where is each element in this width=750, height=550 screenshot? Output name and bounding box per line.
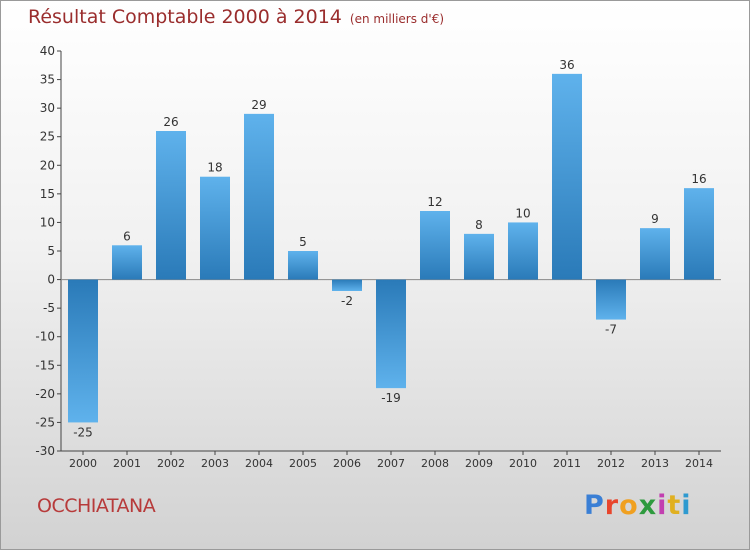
- logo-letter: o: [619, 490, 639, 521]
- logo-letter: i: [681, 490, 692, 521]
- logo-letter: i: [657, 490, 668, 521]
- x-tick-label: 2004: [245, 457, 273, 470]
- data-label-2013: 9: [651, 212, 659, 226]
- y-tick-label: -20: [35, 387, 55, 401]
- data-label-2012: -7: [605, 323, 617, 337]
- x-tick-label: 2005: [289, 457, 317, 470]
- data-label-2002: 26: [163, 115, 178, 129]
- chart-title: Résultat Comptable 2000 à 2014 (en millie…: [28, 6, 444, 28]
- data-labels-group: -25 6 26 18 29 5 -2 -19 12 8 10 36 -7 9 16: [73, 58, 706, 440]
- bar-2009[interactable]: [464, 233, 494, 280]
- x-tick-label: 2011: [553, 457, 581, 470]
- bar-2014[interactable]: [684, 188, 714, 280]
- data-label-2009: 8: [475, 218, 483, 232]
- data-label-2000: -25: [73, 425, 93, 439]
- x-tick-label: 2008: [421, 457, 449, 470]
- data-label-2001: 6: [123, 229, 131, 243]
- y-tick-label: -5: [43, 301, 55, 315]
- x-tick-label: 2001: [113, 457, 141, 470]
- y-tick-label: -10: [35, 330, 55, 344]
- x-tick-label: 2013: [641, 457, 669, 470]
- logo-letter: P: [584, 490, 605, 521]
- x-tick-label: 2006: [333, 457, 361, 470]
- bar-2001[interactable]: [112, 245, 142, 280]
- bar-2012[interactable]: [596, 279, 626, 320]
- data-label-2007: -19: [381, 391, 401, 405]
- data-label-2010: 10: [515, 206, 530, 220]
- logo-letter: x: [638, 490, 658, 521]
- chart-subtitle: (en milliers d'€): [349, 12, 445, 26]
- commune-name: OCCHIATANA: [37, 495, 156, 517]
- bar-2004[interactable]: [244, 113, 274, 280]
- y-tick-label: -30: [35, 444, 55, 458]
- data-label-2006: -2: [341, 294, 353, 308]
- x-tick-label: 2009: [465, 457, 493, 470]
- logo-letter: t: [667, 490, 682, 521]
- y-tick-label: -15: [35, 358, 55, 372]
- y-tick-label: -25: [35, 415, 55, 429]
- proxiti-logo[interactable]: Proxiti: [584, 490, 692, 521]
- bar-2005[interactable]: [288, 251, 318, 280]
- y-tick-label: 0: [47, 273, 55, 287]
- y-tick-label: 40: [40, 44, 55, 58]
- bar-2000[interactable]: [68, 279, 98, 423]
- x-tick-label: 2010: [509, 457, 537, 470]
- bar-2008[interactable]: [420, 211, 450, 280]
- x-tick-label: 2003: [201, 457, 229, 470]
- bar-2006[interactable]: [332, 279, 362, 291]
- data-label-2004: 29: [251, 98, 266, 112]
- y-tick-label: 5: [47, 244, 55, 258]
- data-label-2003: 18: [207, 161, 222, 175]
- x-tick-label: 2002: [157, 457, 185, 470]
- bar-2002[interactable]: [156, 131, 186, 280]
- bars-group: [68, 73, 714, 423]
- y-tick-label: 35: [40, 73, 55, 87]
- data-label-2014: 16: [691, 172, 706, 186]
- y-tick-label: 30: [40, 101, 55, 115]
- x-tick-label: 2007: [377, 457, 405, 470]
- data-label-2005: 5: [299, 235, 307, 249]
- y-tick-label: 20: [40, 158, 55, 172]
- bar-2003[interactable]: [200, 176, 230, 280]
- x-tick-label: 2000: [69, 457, 97, 470]
- logo-letter: r: [604, 490, 620, 521]
- bar-2007[interactable]: [376, 279, 406, 389]
- bar-2011[interactable]: [552, 73, 582, 280]
- data-label-2011: 36: [559, 58, 574, 72]
- bar-2010[interactable]: [508, 222, 538, 280]
- chart-title-text: Résultat Comptable 2000 à 2014: [28, 6, 342, 28]
- y-tick-label: 10: [40, 215, 55, 229]
- data-label-2008: 12: [427, 195, 442, 209]
- bar-2013[interactable]: [640, 228, 670, 280]
- x-tick-label: 2014: [685, 457, 713, 470]
- x-tick-label: 2012: [597, 457, 625, 470]
- y-tick-label: 15: [40, 187, 55, 201]
- y-tick-label: 25: [40, 130, 55, 144]
